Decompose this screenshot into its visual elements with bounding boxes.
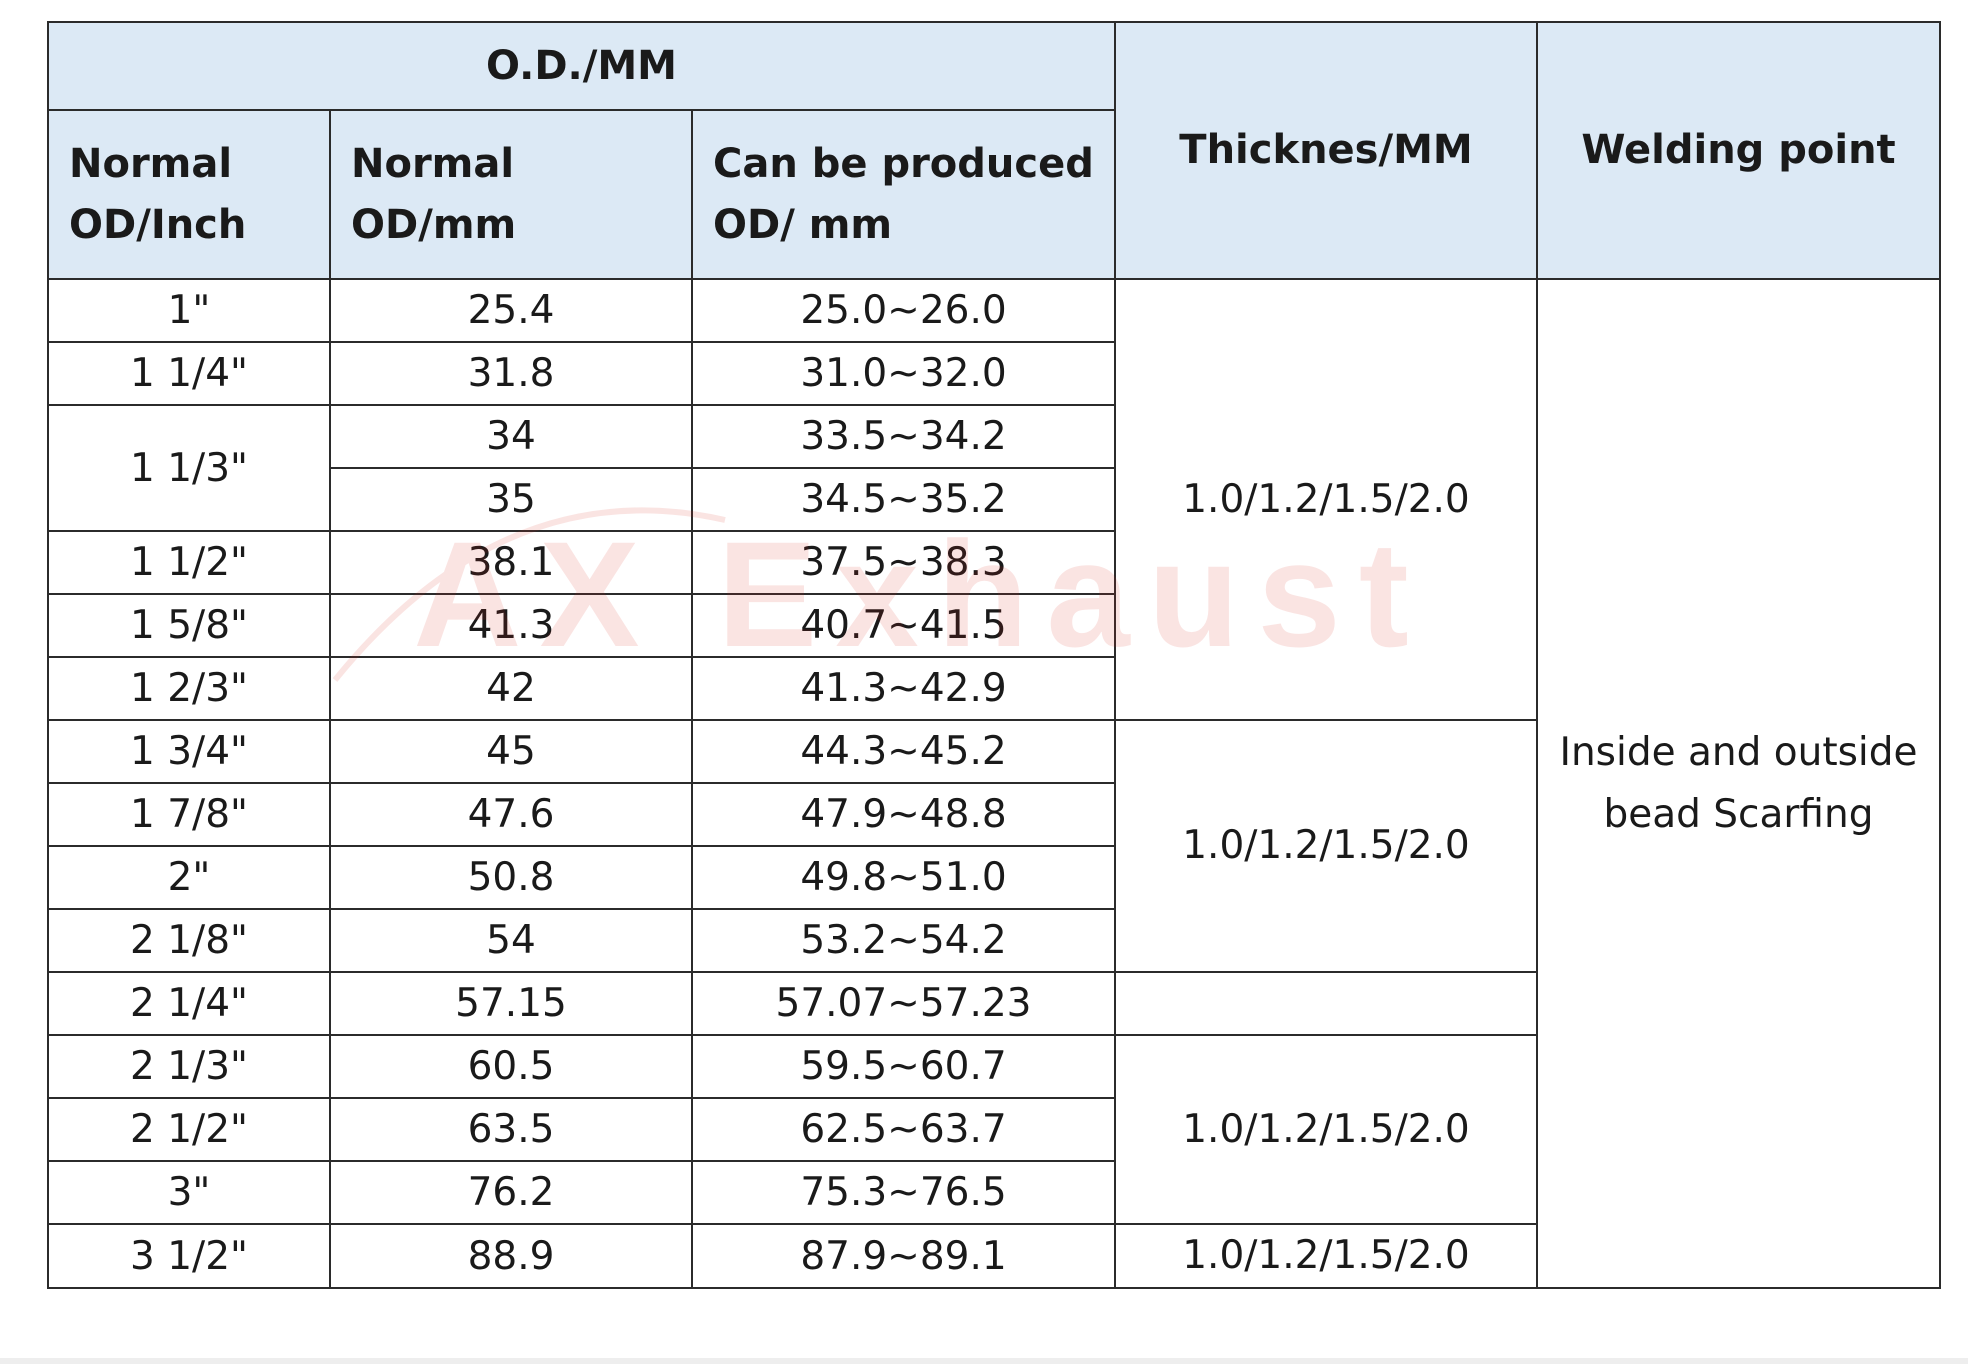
cell-normal-mm: 38.1	[329, 530, 693, 595]
welding-line-2: bead Scarfing	[1603, 791, 1874, 837]
header-od-group: O.D./MM	[47, 21, 1116, 111]
header-produced-line1: Can be produced	[713, 140, 1094, 187]
header-row-1: O.D./MM Thicknes/MM Welding point	[47, 21, 1941, 280]
header-produced: Can be produced OD/ mm	[691, 109, 1116, 280]
cell-normal-inch: 1 1/2"	[47, 530, 331, 595]
cell-produced: 44.3~45.2	[691, 719, 1116, 784]
cell-normal-inch: 1 3/4"	[47, 719, 331, 784]
header-welding-label: Welding point	[1581, 127, 1896, 173]
cell-normal-mm: 63.5	[329, 1097, 693, 1162]
cell-normal-inch: 1 1/3"	[47, 404, 331, 532]
table-row: 2 1/8" 54 53.2~54.2	[47, 908, 1940, 973]
cell-produced: 41.3~42.9	[691, 656, 1116, 721]
cell-normal-mm: 41.3	[329, 593, 693, 658]
table-row: 1 1/2" 38.1 37.5~38.3	[47, 530, 1940, 595]
cell-produced: 57.07~57.23	[691, 971, 1116, 1036]
header-normal-mm-line2: OD/mm	[351, 201, 517, 248]
cell-normal-mm: 60.5	[329, 1034, 693, 1099]
table-row: 1 5/8" 41.3 40.7~41.5	[47, 593, 1940, 658]
header-row-2: Normal OD/Inch Normal OD/mm Can be produ…	[47, 109, 1940, 280]
header-normal-mm-line1: Normal	[351, 140, 515, 187]
cell-welding-point: Inside and outside bead Scarfing	[1536, 278, 1941, 1289]
cell-produced: 37.5~38.3	[691, 530, 1116, 595]
cell-normal-inch: 2"	[47, 845, 331, 910]
table-row: 1 2/3" 42 41.3~42.9	[47, 656, 1940, 721]
table-row: 1" 25.4 25.0~26.0 1.0/1.2/1.5/2.0 Inside…	[47, 278, 1941, 1289]
cell-produced: 34.5~35.2	[691, 467, 1116, 532]
cell-normal-inch: 1 7/8"	[47, 782, 331, 847]
cell-produced: 59.5~60.7	[691, 1034, 1116, 1099]
cell-normal-mm: 50.8	[329, 845, 693, 910]
table-row: 3 1/2" 88.9 87.9~89.1 1.0/1.2/1.5/2.0	[47, 1223, 1940, 1289]
cell-normal-inch: 2 1/8"	[47, 908, 331, 973]
cell-normal-mm: 45	[329, 719, 693, 784]
cell-normal-inch: 2 1/4"	[47, 971, 331, 1036]
table-row: 2 1/3" 60.5 59.5~60.7 1.0/1.2/1.5/2.0	[47, 1034, 1940, 1225]
welding-line-1: Inside and outside	[1559, 729, 1918, 775]
header-welding: Welding point	[1536, 21, 1941, 280]
spec-table: O.D./MM Thicknes/MM Welding point Normal…	[47, 21, 1941, 1289]
header-normal-inch-line1: Normal	[69, 140, 233, 187]
cell-normal-inch: 3"	[47, 1160, 331, 1225]
table-row: 35 34.5~35.2	[48, 467, 1940, 532]
cell-thickness-group-3	[1114, 971, 1538, 1036]
table-row: 2 1/4" 57.15 57.07~57.23	[47, 971, 1940, 1036]
cell-normal-mm: 35	[329, 467, 693, 532]
cell-normal-mm: 25.4	[329, 278, 693, 343]
header-thickness: Thicknes/MM	[1114, 21, 1538, 280]
cell-normal-mm: 31.8	[329, 341, 693, 406]
header-thickness-label: Thicknes/MM	[1179, 127, 1473, 173]
cell-produced: 31.0~32.0	[691, 341, 1116, 406]
cell-produced: 75.3~76.5	[691, 1160, 1116, 1225]
header-normal-inch-line2: OD/Inch	[69, 201, 247, 248]
cell-produced: 87.9~89.1	[691, 1223, 1116, 1289]
cell-produced: 40.7~41.5	[691, 593, 1116, 658]
table-row: 1 1/3" 34 33.5~34.2	[47, 404, 1940, 532]
header-normal-inch: Normal OD/Inch	[47, 109, 331, 280]
cell-produced: 47.9~48.8	[691, 782, 1116, 847]
cell-normal-mm: 42	[329, 656, 693, 721]
table-row: 1 1/4" 31.8 31.0~32.0	[47, 341, 1940, 406]
table-row: 2 1/2" 63.5 62.5~63.7	[47, 1097, 1940, 1162]
header-od-group-label: O.D./MM	[486, 42, 677, 89]
cell-produced: 25.0~26.0	[691, 278, 1116, 343]
table-row: 2" 50.8 49.8~51.0	[47, 845, 1940, 910]
cell-normal-inch: 1 1/4"	[47, 341, 331, 406]
cell-produced: 53.2~54.2	[691, 908, 1116, 973]
cell-normal-mm: 88.9	[329, 1223, 693, 1289]
cell-thickness-group-5: 1.0/1.2/1.5/2.0	[1114, 1223, 1538, 1289]
cell-produced: 62.5~63.7	[691, 1097, 1116, 1162]
cell-normal-mm: 54	[329, 908, 693, 973]
cell-normal-inch: 2 1/3"	[47, 1034, 331, 1099]
cell-produced: 49.8~51.0	[691, 845, 1116, 910]
header-normal-mm: Normal OD/mm	[329, 109, 693, 280]
cell-normal-mm: 34	[329, 404, 693, 469]
cell-normal-mm: 57.15	[329, 971, 693, 1036]
cell-normal-inch: 1 5/8"	[47, 593, 331, 658]
cell-normal-inch: 1 2/3"	[47, 656, 331, 721]
cell-normal-mm: 76.2	[329, 1160, 693, 1225]
cell-normal-inch: 1"	[47, 278, 331, 343]
cell-thickness-group-2: 1.0/1.2/1.5/2.0	[1114, 719, 1538, 973]
cell-normal-mm: 47.6	[329, 782, 693, 847]
cell-produced: 33.5~34.2	[691, 404, 1116, 469]
cell-thickness-group-4: 1.0/1.2/1.5/2.0	[1114, 1034, 1538, 1225]
header-produced-line2: OD/ mm	[713, 201, 893, 248]
page-bottom-strip	[0, 1358, 1968, 1364]
table-row: 1 3/4" 45 44.3~45.2 1.0/1.2/1.5/2.0	[47, 719, 1940, 973]
table-row: 3" 76.2 75.3~76.5	[47, 1160, 1940, 1225]
table-row: 1 7/8" 47.6 47.9~48.8	[47, 782, 1940, 847]
cell-thickness-group-1: 1.0/1.2/1.5/2.0	[1114, 278, 1538, 721]
cell-normal-inch: 2 1/2"	[47, 1097, 331, 1162]
cell-normal-inch: 3 1/2"	[47, 1223, 331, 1289]
